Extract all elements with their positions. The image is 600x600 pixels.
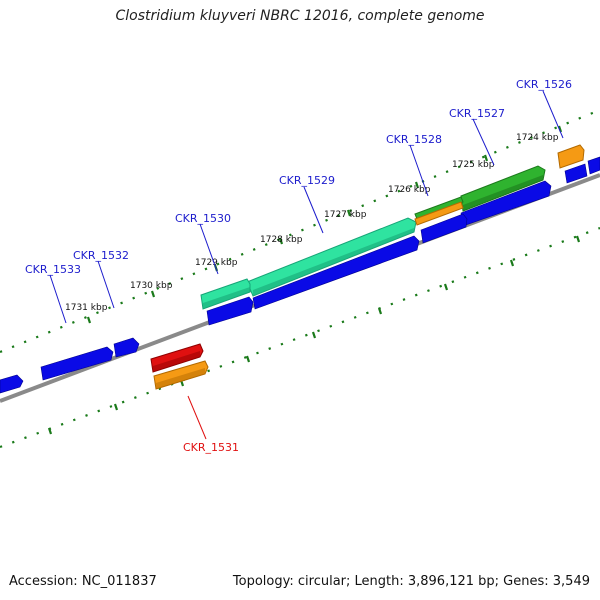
genome-stats-text: Topology: circular; Length: 3,896,121 bp…	[232, 574, 590, 589]
cds-block-8[interactable]	[40, 346, 114, 381]
kbp-label-1731: 1731 kbp	[65, 303, 108, 313]
cds-block-7[interactable]	[113, 337, 140, 358]
feature-ring-outer	[200, 144, 585, 310]
gene-label-ckr-1530[interactable]: CKR_1530	[175, 212, 231, 225]
gene-ckr-1528-orange[interactable]	[414, 201, 464, 226]
kbp-label-1726: 1726 kbp	[388, 185, 431, 195]
kbp-label-1728: 1728 kbp	[260, 235, 303, 245]
gene-ckr-1526-orange[interactable]	[557, 144, 585, 169]
kbp-label-1730: 1730 kbp	[130, 281, 173, 291]
gene-label-ckr-1527[interactable]: CKR_1527	[449, 107, 505, 120]
feature-ring-inner	[150, 343, 209, 390]
cds-block-4[interactable]	[420, 213, 468, 244]
kbp-label-1727: 1727 kbp	[324, 210, 367, 220]
gene-label-ckr-1531[interactable]: CKR_1531	[183, 441, 239, 454]
accession-text: Accession: NC_011837	[9, 574, 157, 589]
gene-label-ckr-1528[interactable]: CKR_1528	[386, 133, 442, 146]
kbp-label-1729: 1729 kbp	[195, 258, 238, 268]
gene-label-ckr-1526[interactable]: CKR_1526	[516, 78, 572, 91]
outer-tick-ring	[0, 108, 600, 354]
cds-block-1[interactable]	[564, 163, 588, 184]
kbp-labels: 1724 kbp 1725 kbp 1726 kbp 1727 kbp 1728…	[65, 133, 559, 313]
cds-block-6[interactable]	[206, 296, 254, 326]
cds-block-5[interactable]	[252, 235, 420, 310]
cds-block-9[interactable]	[0, 374, 24, 394]
label-leaders	[49, 90, 564, 440]
gene-label-ckr-1532[interactable]: CKR_1532	[73, 249, 129, 262]
kbp-label-1725: 1725 kbp	[452, 160, 495, 170]
gene-ckr-1528-green[interactable]	[414, 196, 464, 220]
cds-track-upper	[0, 156, 600, 394]
gene-label-ckr-1533[interactable]: CKR_1533	[25, 263, 81, 276]
gene-label-ckr-1529[interactable]: CKR_1529	[279, 174, 335, 187]
page-title: Clostridium kluyveri NBRC 12016, complet…	[115, 8, 485, 24]
cds-block-2[interactable]	[587, 156, 600, 175]
gene-labels: CKR_1526 CKR_1527 CKR_1528 CKR_1529 CKR_…	[25, 78, 572, 454]
kbp-label-1724: 1724 kbp	[516, 133, 559, 143]
